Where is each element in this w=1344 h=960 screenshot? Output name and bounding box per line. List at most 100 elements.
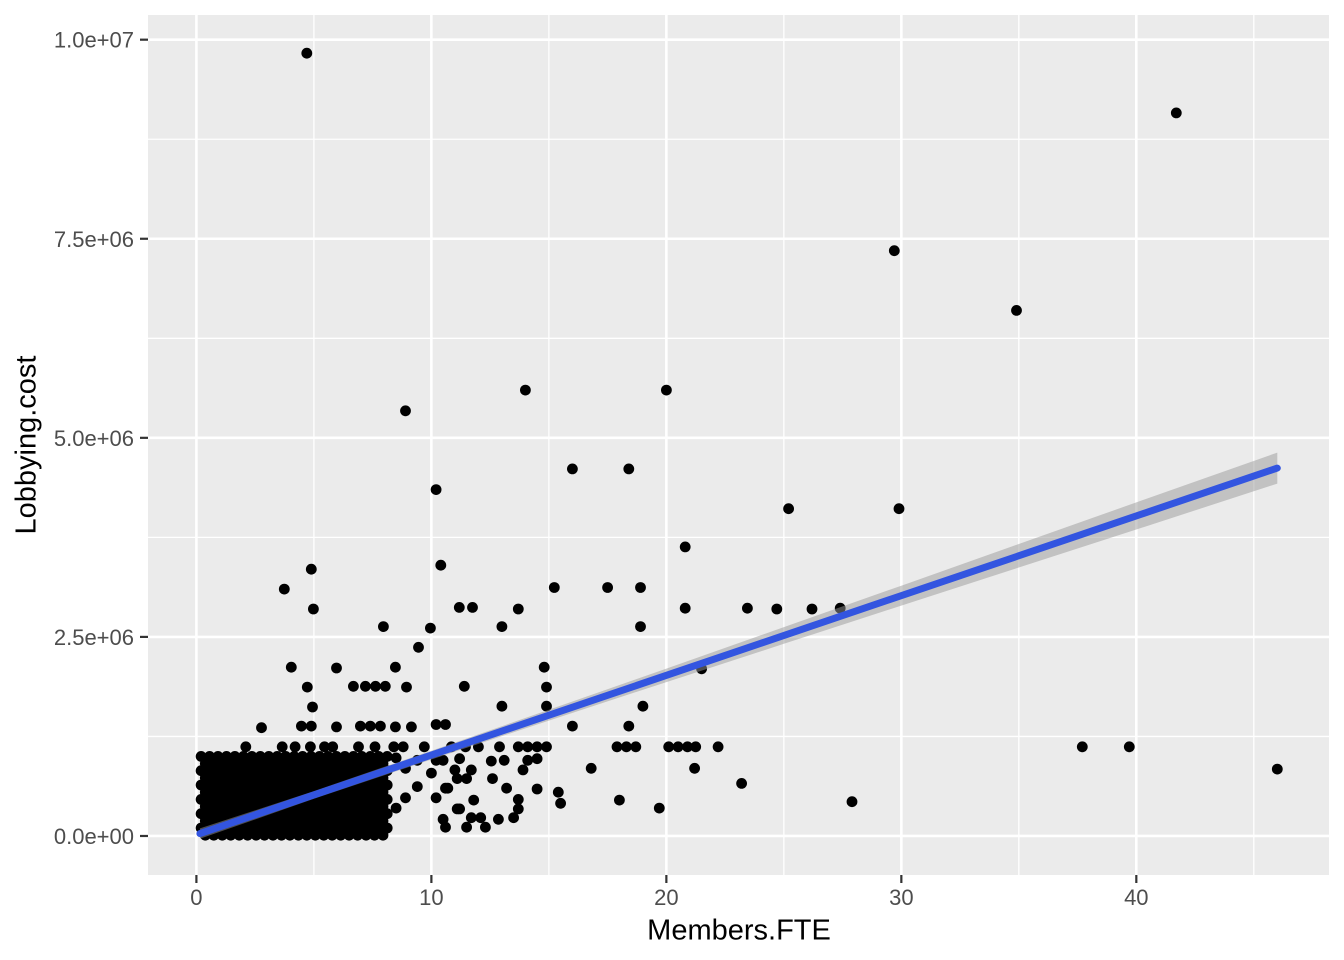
data-point xyxy=(1076,741,1088,753)
data-point xyxy=(430,484,442,495)
data-point xyxy=(742,602,753,614)
data-point xyxy=(493,813,504,825)
data-point xyxy=(390,802,402,814)
data-point xyxy=(343,829,355,841)
data-point xyxy=(401,681,412,693)
data-point xyxy=(512,803,524,815)
data-point xyxy=(512,603,524,615)
data-point xyxy=(430,719,442,730)
y-tick-label: 1.0e+07 xyxy=(54,28,134,53)
data-point xyxy=(426,767,437,779)
data-point xyxy=(679,541,691,553)
y-axis-title: Lobbying.cost xyxy=(10,355,43,535)
data-point xyxy=(442,782,454,794)
axis-ticks xyxy=(140,38,1138,883)
data-point xyxy=(548,582,560,593)
data-point xyxy=(335,829,347,841)
data-point xyxy=(846,796,858,808)
data-point xyxy=(454,803,465,815)
data-point xyxy=(623,463,635,475)
data-point xyxy=(293,829,304,841)
data-point xyxy=(327,741,339,753)
data-point xyxy=(301,829,313,841)
data-point xyxy=(369,741,381,753)
y-tick-label: 5.0e+06 xyxy=(54,426,134,451)
data-point xyxy=(496,621,508,632)
data-point xyxy=(541,681,552,693)
data-point xyxy=(440,821,451,833)
data-point xyxy=(672,741,684,753)
data-point xyxy=(461,821,472,833)
data-point xyxy=(250,829,262,841)
data-point xyxy=(485,755,497,767)
data-point xyxy=(458,680,470,692)
data-point xyxy=(430,792,442,804)
data-point xyxy=(461,773,472,784)
data-point xyxy=(567,463,578,475)
data-point xyxy=(522,741,534,753)
data-point xyxy=(602,582,613,593)
data-point xyxy=(370,680,381,692)
data-point xyxy=(418,741,430,753)
data-point xyxy=(1170,107,1182,119)
data-point xyxy=(712,741,724,753)
data-point xyxy=(621,741,632,753)
data-point xyxy=(517,764,529,776)
data-point xyxy=(541,700,552,712)
x-tick-label: 40 xyxy=(1124,885,1148,910)
data-point xyxy=(308,603,319,615)
data-point xyxy=(682,741,693,753)
data-point xyxy=(301,681,313,693)
data-point xyxy=(240,741,252,753)
data-point xyxy=(284,829,296,841)
x-axis-title: Members.FTE xyxy=(647,914,831,947)
data-point xyxy=(538,661,550,673)
data-point xyxy=(377,829,389,841)
data-point xyxy=(276,741,288,753)
data-point xyxy=(216,829,228,841)
data-point xyxy=(331,721,342,733)
data-point xyxy=(663,741,675,753)
data-point xyxy=(242,829,254,841)
panel-background xyxy=(148,15,1329,875)
data-point xyxy=(653,802,665,814)
data-point xyxy=(806,603,818,615)
data-point xyxy=(379,680,391,692)
data-point xyxy=(309,829,321,841)
data-point xyxy=(552,786,564,798)
data-point xyxy=(635,621,646,632)
data-point xyxy=(352,829,363,841)
data-point xyxy=(520,384,531,396)
data-point xyxy=(555,797,566,809)
data-point xyxy=(360,829,372,841)
data-point xyxy=(487,773,498,784)
y-tick-label: 7.5e+06 xyxy=(54,227,134,252)
data-point xyxy=(364,720,376,732)
data-point xyxy=(319,741,330,753)
data-point xyxy=(508,812,519,824)
data-point xyxy=(225,829,237,841)
data-point xyxy=(305,741,316,753)
data-point xyxy=(736,778,747,789)
data-point xyxy=(783,503,794,515)
data-point xyxy=(475,812,487,824)
data-point xyxy=(451,773,463,784)
data-point xyxy=(425,622,436,634)
data-point xyxy=(465,812,477,824)
data-point xyxy=(611,741,623,753)
data-point xyxy=(498,754,510,766)
data-point xyxy=(614,794,625,806)
x-tick-label: 30 xyxy=(889,885,913,910)
data-point xyxy=(406,721,417,733)
y-tick-label: 0.0e+00 xyxy=(54,824,134,849)
data-point xyxy=(635,582,646,593)
data-point xyxy=(494,741,505,753)
data-point xyxy=(468,794,480,806)
data-point xyxy=(437,754,449,766)
data-point xyxy=(267,829,279,841)
data-point xyxy=(771,603,783,615)
data-point xyxy=(397,741,409,753)
data-point xyxy=(301,47,313,59)
data-point xyxy=(276,829,287,841)
